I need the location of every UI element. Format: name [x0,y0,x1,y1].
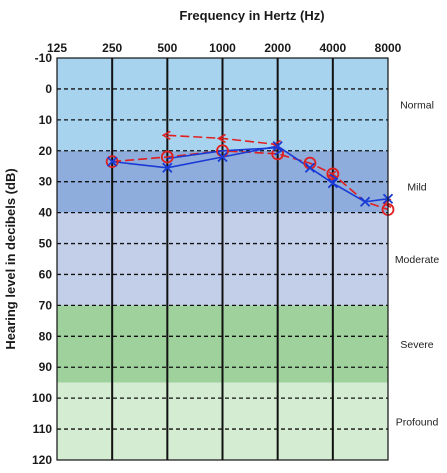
x-tick-label: 500 [157,41,177,55]
x-tick-label: 8000 [375,41,402,55]
band-label-moderate: Moderate [395,254,440,266]
marker-bracket-right [329,173,339,184]
band-label-mild: Mild [407,181,426,193]
y-tick-label: 80 [39,329,53,343]
marker-bracket-left [216,133,226,144]
marker-x [217,151,228,163]
series-line-2 [112,145,389,203]
marker-bracket-left [327,170,337,181]
chart-title: Frequency in Hertz (Hz) [179,8,324,23]
band-label-severe: Severe [400,339,433,351]
marker-x [359,196,371,207]
band-label-normal: Normal [400,99,434,111]
y-tick-label: 10 [39,113,53,127]
band-labels: Normal Mild Moderate Severe Profound [395,99,440,428]
y-tick-label: 30 [39,175,53,189]
y-tick-label: 70 [39,298,53,312]
y-tick-labels: -10 0 10 20 30 40 50 60 70 80 90 100 110 120 [32,51,52,467]
series-lines [112,134,389,211]
y-tick-label: 40 [39,206,53,220]
plot-frame [56,57,389,461]
y-axis-label: Hearing level in decibels (dB) [3,168,18,349]
marker-circle [326,167,340,181]
y-tick-label: 120 [32,453,52,467]
y-tick-label: 90 [39,360,53,374]
x-tick-label: 1000 [209,41,236,55]
y-tick-label: -10 [35,51,53,65]
marker-x [162,162,173,173]
y-tick-label: 60 [39,267,53,281]
x-tick-label: 2000 [264,41,291,55]
y-tick-label: 110 [33,422,53,436]
marker-x [272,140,283,152]
data-markers [105,130,395,216]
y-tick-label: 50 [39,237,53,251]
y-tick-label: 20 [39,144,53,158]
series-line-0 [112,149,389,211]
series-line-1 [167,134,278,146]
series-line-3 [167,146,278,160]
marker-x [304,162,316,173]
marker-x [327,178,338,189]
marker-bracket-left [161,130,171,141]
marker-circle [105,155,119,168]
marker-circle [160,150,174,164]
y-tick-label: 0 [45,82,52,96]
x-tick-label: 4000 [319,41,346,55]
x-tick-label: 125 [47,41,67,55]
marker-x [107,156,118,167]
band-label-profound: Profound [396,416,439,428]
marker-bracket-right [274,146,284,156]
x-tick-label: 250 [102,41,122,55]
x-tick-labels: 125 250 500 1000 2000 4000 8000 [47,41,402,55]
y-tick-label: 100 [32,391,52,405]
